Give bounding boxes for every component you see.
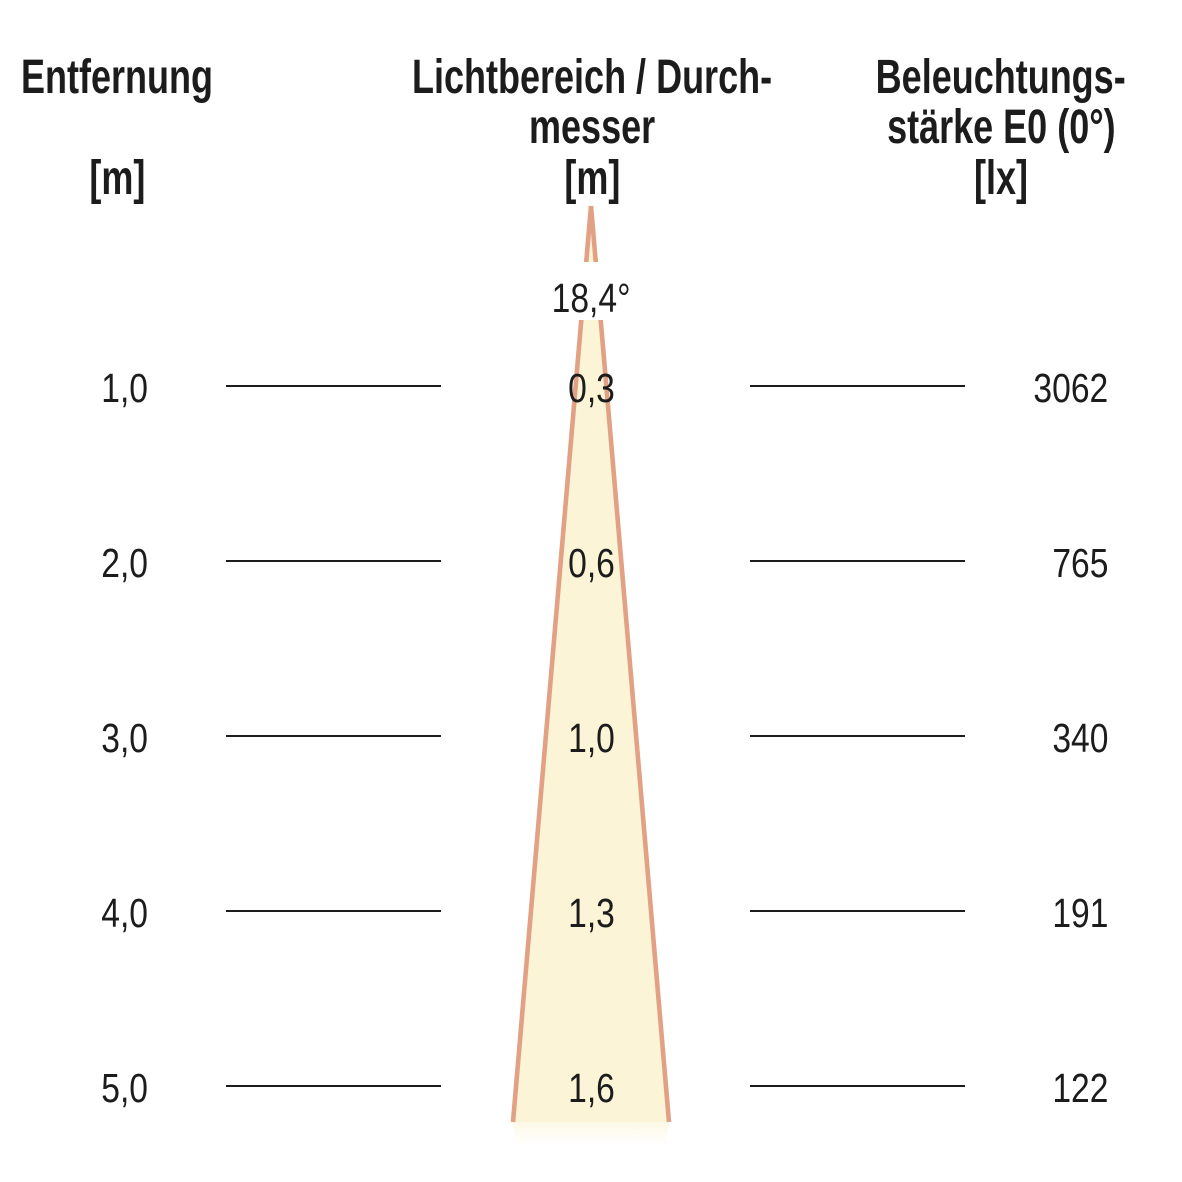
distance-value: 4,0: [101, 890, 148, 936]
distance-value: 5,0: [101, 1065, 148, 1111]
illuminance-value: 3062: [1033, 365, 1108, 411]
diameter-value: 0,3: [567, 365, 615, 411]
row-connector-line-right: [750, 735, 965, 737]
light-cone-bottom-fade: [513, 1122, 669, 1146]
distance-value: 3,0: [101, 715, 148, 761]
illuminance-value: 122: [1051, 1065, 1108, 1111]
header-distance-title: Entfernung: [21, 51, 213, 104]
light-cone-fill: [513, 206, 669, 1122]
beam-angle-label-mask: [531, 262, 653, 320]
illuminance-value: 191: [1051, 890, 1108, 936]
diameter-value: 1,0: [567, 715, 615, 761]
row-connector-line-right: [750, 1085, 965, 1087]
row-connector-line-left: [226, 560, 441, 562]
header-beam-title-line2: messer: [528, 101, 656, 154]
illuminance-value: 765: [1051, 540, 1108, 586]
distance-value: 1,0: [101, 365, 148, 411]
header-illuminance-title-line1: Beleuchtungs-: [875, 51, 1127, 104]
illuminance-value: 340: [1051, 715, 1108, 761]
row-connector-line-left: [226, 735, 441, 737]
diameter-value: 1,6: [567, 1065, 615, 1111]
diameter-value: 0,6: [567, 540, 615, 586]
header-illuminance-unit: [lx]: [974, 152, 1028, 205]
header-beam-unit: [m]: [564, 152, 620, 205]
row-connector-line-left: [226, 1085, 441, 1087]
header-illuminance-title-line2: stärke E0 (0°): [886, 101, 1116, 154]
header-distance-unit: [m]: [89, 152, 145, 205]
diameter-value: 1,3: [567, 890, 615, 936]
row-connector-line-right: [750, 910, 965, 912]
row-connector-line-left: [226, 385, 441, 387]
beam-angle-label: 18,4°: [551, 275, 631, 321]
beam-edge-right: [588, 205, 672, 1123]
beam-edge-left: [510, 205, 594, 1123]
header-beam-title-line1: Lichtbereich / Durch-: [411, 51, 773, 104]
row-connector-line-left: [226, 910, 441, 912]
row-connector-line-right: [750, 385, 965, 387]
distance-value: 2,0: [101, 540, 148, 586]
row-connector-line-right: [750, 560, 965, 562]
